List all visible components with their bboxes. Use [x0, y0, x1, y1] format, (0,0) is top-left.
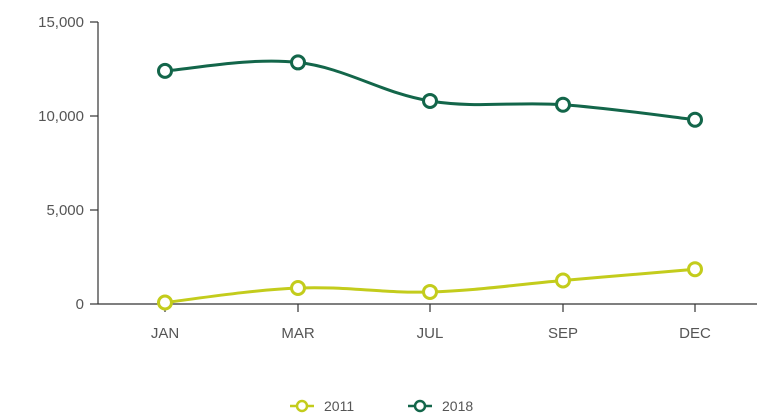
data-point-2011-jul[interactable] [422, 283, 438, 300]
series-line-2018 [163, 59, 697, 122]
data-point-2011-jan[interactable] [157, 294, 173, 311]
series-2011 [157, 261, 703, 311]
legend-item-2018[interactable]: 2018 [408, 398, 473, 414]
y-tick-label: 10,000 [38, 108, 84, 125]
y-tick-label: 0 [76, 296, 84, 313]
series-layer [157, 54, 703, 311]
data-point-2018-jan[interactable] [157, 62, 173, 79]
y-tick-label: 15,000 [38, 14, 84, 31]
data-point-2011-mar[interactable] [290, 280, 306, 297]
x-tick-label-sep: SEP [548, 325, 578, 342]
data-point-2011-sep[interactable] [555, 272, 571, 289]
x-tick-label-jan: JAN [151, 325, 179, 342]
y-tick-label: 5,000 [46, 202, 84, 219]
legend-item-2011[interactable]: 2011 [290, 398, 354, 414]
data-point-2018-jul[interactable] [422, 92, 438, 109]
data-point-2018-dec[interactable] [687, 111, 703, 128]
legend-marker-icon [413, 399, 427, 413]
x-tick-label-dec: DEC [679, 325, 711, 342]
data-point-2018-sep[interactable] [555, 96, 571, 113]
data-point-2018-mar[interactable] [290, 54, 306, 71]
legend-label-2018: 2018 [442, 398, 473, 414]
x-tick-label-mar: MAR [281, 325, 315, 342]
data-point-2011-dec[interactable] [687, 261, 703, 278]
series-2018 [157, 54, 703, 128]
legend-marker-icon [295, 399, 309, 413]
x-tick-label-jul: JUL [417, 325, 444, 342]
axes-layer: 0 5,000 10,000 15,000 JAN MAR JUL SEP DEC [38, 14, 757, 342]
legend-label-2011: 2011 [324, 398, 354, 414]
legend: 2011 2018 [290, 398, 473, 414]
